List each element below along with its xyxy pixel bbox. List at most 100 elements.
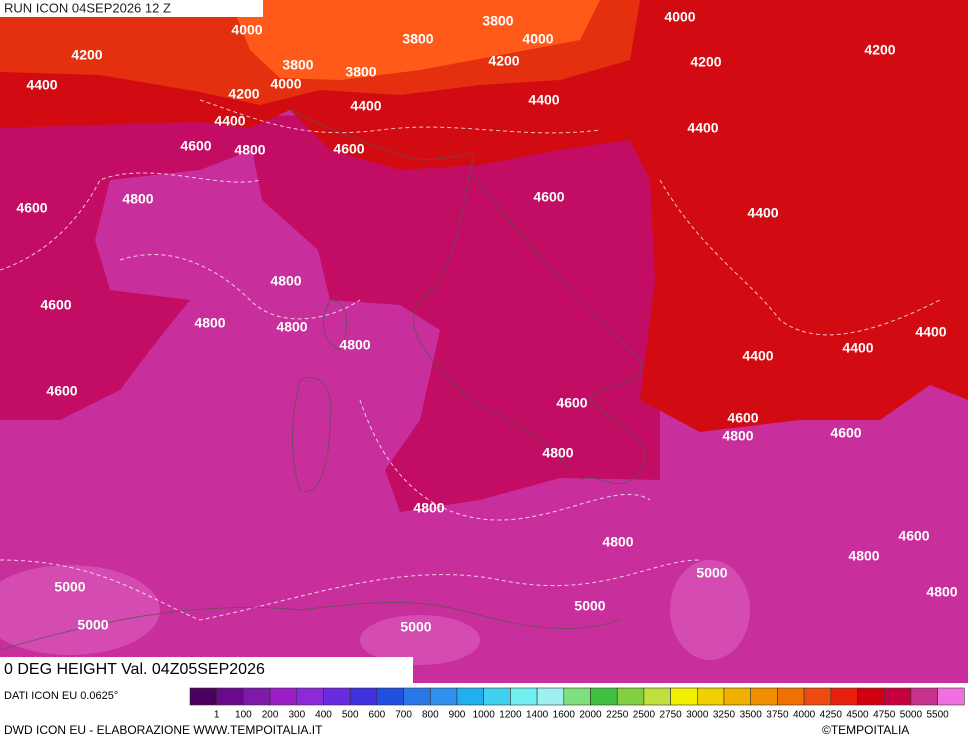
- legend-label: 1200: [499, 710, 522, 721]
- contour-label: 4600: [830, 425, 861, 441]
- contour-label: 4800: [722, 428, 753, 444]
- contour-label: 5000: [574, 598, 605, 614]
- legend-label: 300: [288, 710, 305, 721]
- contour-label: 4800: [270, 273, 301, 289]
- contour-label: 4800: [194, 315, 225, 331]
- contour-label: 4600: [46, 383, 77, 399]
- legend-label: 700: [395, 710, 412, 721]
- legend-label: 200: [262, 710, 279, 721]
- contour-label: 5000: [400, 619, 431, 635]
- zone-4600: [0, 110, 660, 512]
- contour-label: 3800: [482, 13, 513, 29]
- legend-label: 5500: [926, 710, 949, 721]
- legend-label: 600: [369, 710, 386, 721]
- legend-swatch: [510, 687, 538, 706]
- title-box: [0, 657, 413, 683]
- legend-label: 2000: [579, 710, 602, 721]
- legend-swatch: [937, 687, 965, 706]
- contour-label: 4200: [488, 53, 519, 69]
- contour-line: [199, 99, 601, 134]
- coastline: [292, 299, 347, 492]
- light-patch: [0, 565, 160, 655]
- contour-line: [0, 559, 701, 621]
- contour-label: 5000: [54, 579, 85, 595]
- legend-swatch: [590, 687, 618, 706]
- legend-swatch: [269, 687, 298, 706]
- header-box: [0, 0, 263, 17]
- legend-swatch: [670, 687, 698, 706]
- legend-label: 800: [422, 710, 439, 721]
- legend-swatch: [643, 687, 671, 706]
- contour-label: 4200: [71, 47, 102, 63]
- legend-swatch: [830, 687, 858, 706]
- legend-label: 4250: [820, 710, 843, 721]
- copyright-text: ©TEMPOITALIA: [822, 723, 909, 737]
- contour-label: 4600: [180, 138, 211, 154]
- contour-label: 5000: [77, 617, 108, 633]
- legend-label: 3750: [766, 710, 789, 721]
- legend-swatch: [216, 687, 244, 706]
- legend-label: 3250: [713, 710, 736, 721]
- contour-label: 4000: [270, 76, 301, 92]
- contour-label: 4400: [842, 340, 873, 356]
- credit-text: DWD ICON EU - ELABORAZIONE WWW.TEMPOITAL…: [4, 723, 323, 737]
- legend-swatch: [750, 687, 778, 706]
- legend-swatch: [376, 687, 404, 706]
- contour-label: 4400: [214, 113, 245, 129]
- legend: 1 100 200 300 400 500 600 700 800 900 1000 1200 1400…: [189, 687, 965, 721]
- contour-label: 4200: [228, 86, 259, 102]
- contour-label: 4800: [602, 534, 633, 550]
- contour-label: 4600: [898, 528, 929, 544]
- zone-4400: [0, 0, 968, 432]
- contour-label: 4800: [276, 319, 307, 335]
- legend-swatch: [910, 687, 938, 706]
- legend-label: 1: [214, 710, 220, 721]
- contour-label: 4800: [234, 142, 265, 158]
- contour-label: 4400: [742, 348, 773, 364]
- legend-swatch: [696, 687, 725, 706]
- legend-label: 2750: [659, 710, 682, 721]
- zone-3800: [230, 0, 600, 80]
- legend-swatch: [803, 687, 832, 706]
- legend-label: 400: [315, 710, 332, 721]
- contour-label: 4000: [522, 31, 553, 47]
- legend-swatch: [403, 687, 431, 706]
- legend-swatch: [536, 687, 565, 706]
- contour-line: [0, 172, 261, 271]
- contour-label: 4800: [413, 500, 444, 516]
- contour-label: 4400: [687, 120, 718, 136]
- light-patch: [360, 615, 480, 665]
- contour-label: 4600: [40, 297, 71, 313]
- legend-swatch: [323, 687, 351, 706]
- coastline: [289, 109, 646, 485]
- contour-label: 4800: [122, 191, 153, 207]
- legend-label: 2500: [633, 710, 656, 721]
- legend-label: 100: [235, 710, 252, 721]
- legend-label: 3000: [686, 710, 709, 721]
- contour-label: 4400: [915, 324, 946, 340]
- contour-line: [359, 399, 651, 521]
- source-text: DATI ICON EU 0.0625°: [4, 690, 118, 702]
- contour-label: 3800: [345, 64, 376, 80]
- legend-swatch: [296, 687, 324, 706]
- legend-label: 4500: [846, 710, 869, 721]
- legend-label: 1600: [553, 710, 576, 721]
- legend-swatch: [243, 687, 271, 706]
- legend-swatch: [563, 687, 591, 706]
- contour-label: 4400: [747, 205, 778, 221]
- legend-swatch: [616, 687, 645, 706]
- legend-label: 2250: [606, 710, 629, 721]
- legend-swatch: [883, 687, 912, 706]
- legend-label: 4750: [873, 710, 896, 721]
- coastline: [0, 602, 621, 651]
- legend-swatch: [349, 687, 378, 706]
- legend-label: 500: [342, 710, 359, 721]
- contour-label: 4400: [350, 98, 381, 114]
- contour-label: 4400: [528, 92, 559, 108]
- legend-label: 1000: [473, 710, 496, 721]
- contour-label: 4000: [231, 22, 262, 38]
- legend-swatch: [483, 687, 511, 706]
- contour-label: 4800: [848, 548, 879, 564]
- contour-label: 4800: [542, 445, 573, 461]
